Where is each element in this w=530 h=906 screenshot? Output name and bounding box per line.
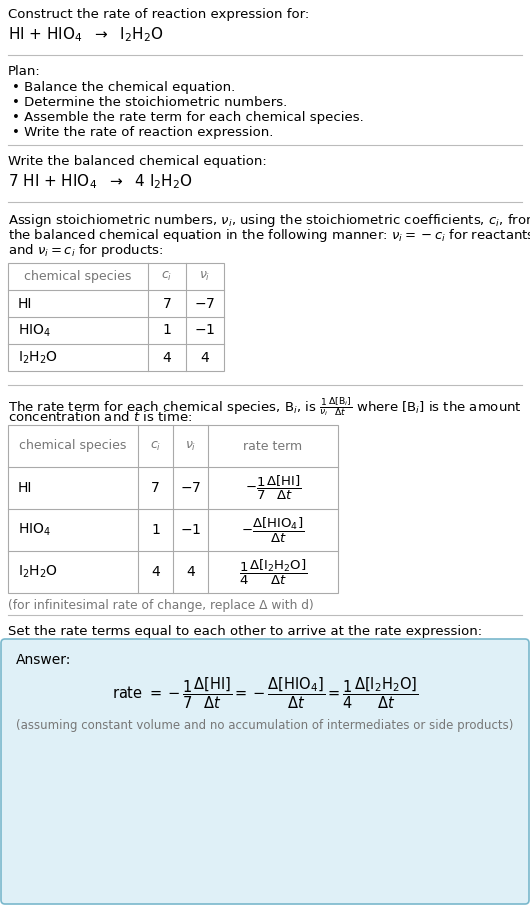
Text: 7: 7 bbox=[151, 481, 160, 495]
Text: the balanced chemical equation in the following manner: $\nu_i = -c_i$ for react: the balanced chemical equation in the fo… bbox=[8, 227, 530, 244]
Text: $-7$: $-7$ bbox=[195, 296, 216, 311]
Text: • Assemble the rate term for each chemical species.: • Assemble the rate term for each chemic… bbox=[12, 111, 364, 124]
Text: $\nu_i$: $\nu_i$ bbox=[185, 439, 196, 453]
Text: concentration and $t$ is time:: concentration and $t$ is time: bbox=[8, 410, 192, 424]
FancyBboxPatch shape bbox=[1, 639, 529, 904]
Text: Answer:: Answer: bbox=[16, 653, 72, 667]
Text: HIO$_4$: HIO$_4$ bbox=[18, 323, 51, 339]
Text: $\nu_i$: $\nu_i$ bbox=[199, 270, 211, 283]
Text: 7: 7 bbox=[163, 296, 171, 311]
Text: $\dfrac{1}{4}\dfrac{\Delta[\mathrm{I}_2\mathrm{H}_2\mathrm{O}]}{\Delta t}$: $\dfrac{1}{4}\dfrac{\Delta[\mathrm{I}_2\… bbox=[238, 557, 307, 586]
Text: • Write the rate of reaction expression.: • Write the rate of reaction expression. bbox=[12, 126, 273, 139]
Text: chemical species: chemical species bbox=[19, 439, 127, 452]
Text: $c_i$: $c_i$ bbox=[150, 439, 161, 453]
Text: Write the balanced chemical equation:: Write the balanced chemical equation: bbox=[8, 155, 267, 168]
Text: The rate term for each chemical species, B$_i$, is $\frac{1}{\nu_i}\frac{\Delta[: The rate term for each chemical species,… bbox=[8, 395, 522, 418]
Text: HIO$_4$: HIO$_4$ bbox=[18, 522, 51, 538]
Text: 1: 1 bbox=[163, 323, 171, 338]
Text: 7 HI + HIO$_4$  $\rightarrow$  4 I$_2$H$_2$O: 7 HI + HIO$_4$ $\rightarrow$ 4 I$_2$H$_2… bbox=[8, 172, 193, 190]
Text: HI: HI bbox=[18, 481, 32, 495]
Text: 4: 4 bbox=[163, 351, 171, 364]
Bar bbox=[8, 425, 338, 593]
Text: Construct the rate of reaction expression for:: Construct the rate of reaction expressio… bbox=[8, 8, 309, 21]
Text: 4: 4 bbox=[201, 351, 209, 364]
Text: rate $= -\dfrac{1}{7}\dfrac{\Delta[\mathrm{HI}]}{\Delta t} = -\dfrac{\Delta[\mat: rate $= -\dfrac{1}{7}\dfrac{\Delta[\math… bbox=[112, 675, 418, 710]
Text: Assign stoichiometric numbers, $\nu_i$, using the stoichiometric coefficients, $: Assign stoichiometric numbers, $\nu_i$, … bbox=[8, 212, 530, 229]
Text: HI + HIO$_4$  $\rightarrow$  I$_2$H$_2$O: HI + HIO$_4$ $\rightarrow$ I$_2$H$_2$O bbox=[8, 25, 164, 43]
Text: 4: 4 bbox=[151, 565, 160, 579]
Text: $-1$: $-1$ bbox=[180, 523, 201, 537]
Text: HI: HI bbox=[18, 296, 32, 311]
Text: $-7$: $-7$ bbox=[180, 481, 201, 495]
Text: Set the rate terms equal to each other to arrive at the rate expression:: Set the rate terms equal to each other t… bbox=[8, 625, 482, 638]
Text: Plan:: Plan: bbox=[8, 65, 41, 78]
Text: • Balance the chemical equation.: • Balance the chemical equation. bbox=[12, 81, 235, 94]
Text: chemical species: chemical species bbox=[24, 270, 131, 283]
Text: rate term: rate term bbox=[243, 439, 303, 452]
Text: I$_2$H$_2$O: I$_2$H$_2$O bbox=[18, 564, 58, 580]
Text: 4: 4 bbox=[186, 565, 195, 579]
Text: I$_2$H$_2$O: I$_2$H$_2$O bbox=[18, 350, 58, 366]
Text: $c_i$: $c_i$ bbox=[161, 270, 173, 283]
Text: • Determine the stoichiometric numbers.: • Determine the stoichiometric numbers. bbox=[12, 96, 287, 109]
Text: and $\nu_i = c_i$ for products:: and $\nu_i = c_i$ for products: bbox=[8, 242, 164, 259]
Text: $-\dfrac{1}{7}\dfrac{\Delta[\mathrm{HI}]}{\Delta t}$: $-\dfrac{1}{7}\dfrac{\Delta[\mathrm{HI}]… bbox=[245, 474, 301, 502]
Text: $-1$: $-1$ bbox=[195, 323, 216, 338]
Text: $-\dfrac{\Delta[\mathrm{HIO}_4]}{\Delta t}$: $-\dfrac{\Delta[\mathrm{HIO}_4]}{\Delta … bbox=[241, 516, 305, 545]
Bar bbox=[8, 263, 224, 371]
Text: (assuming constant volume and no accumulation of intermediates or side products): (assuming constant volume and no accumul… bbox=[16, 719, 514, 732]
Text: 1: 1 bbox=[151, 523, 160, 537]
Text: (for infinitesimal rate of change, replace Δ with d): (for infinitesimal rate of change, repla… bbox=[8, 599, 314, 612]
